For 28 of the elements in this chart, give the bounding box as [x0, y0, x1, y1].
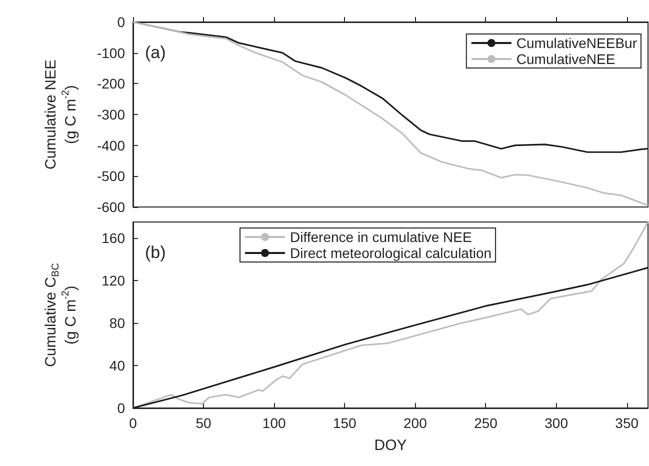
x-tick-label: 350	[615, 415, 639, 431]
x-tick-label: 50	[196, 415, 212, 431]
legend-label: CumulativeNEE	[516, 51, 616, 67]
y-tick-label: 120	[102, 272, 126, 288]
x-tick-label: 200	[404, 415, 428, 431]
x-axis-title: DOY	[374, 437, 407, 454]
y-tick-label: -100	[96, 44, 126, 61]
x-tick-label: 250	[474, 415, 498, 431]
y-tick-label: -200	[96, 76, 126, 92]
legend-label: Difference in cumulative NEE	[290, 229, 472, 245]
x-tick-label: 300	[544, 415, 568, 431]
annotation: (b)	[145, 243, 166, 262]
x-tick-label: 100	[262, 415, 286, 431]
y-tick-label: 0	[117, 400, 126, 416]
legend-label: Direct meteorological calculation	[290, 245, 492, 261]
legend-label: CumulativeNEEBur	[516, 35, 638, 51]
y-tick-label: -500	[96, 168, 126, 184]
y-tick-label: -600	[96, 199, 126, 215]
annotation: (a)	[145, 43, 166, 62]
x-tick-label: 150	[332, 415, 357, 431]
line-series	[132, 221, 649, 409]
y-tick-label: 40	[109, 357, 126, 374]
x-tick-label: 0	[129, 415, 138, 431]
y-tick-label: 0	[117, 14, 126, 30]
y-tick-label: -300	[96, 106, 126, 122]
y-tick-label: 80	[109, 314, 126, 331]
y-tick-label: -400	[96, 137, 126, 154]
y-tick-label: 160	[102, 230, 126, 246]
